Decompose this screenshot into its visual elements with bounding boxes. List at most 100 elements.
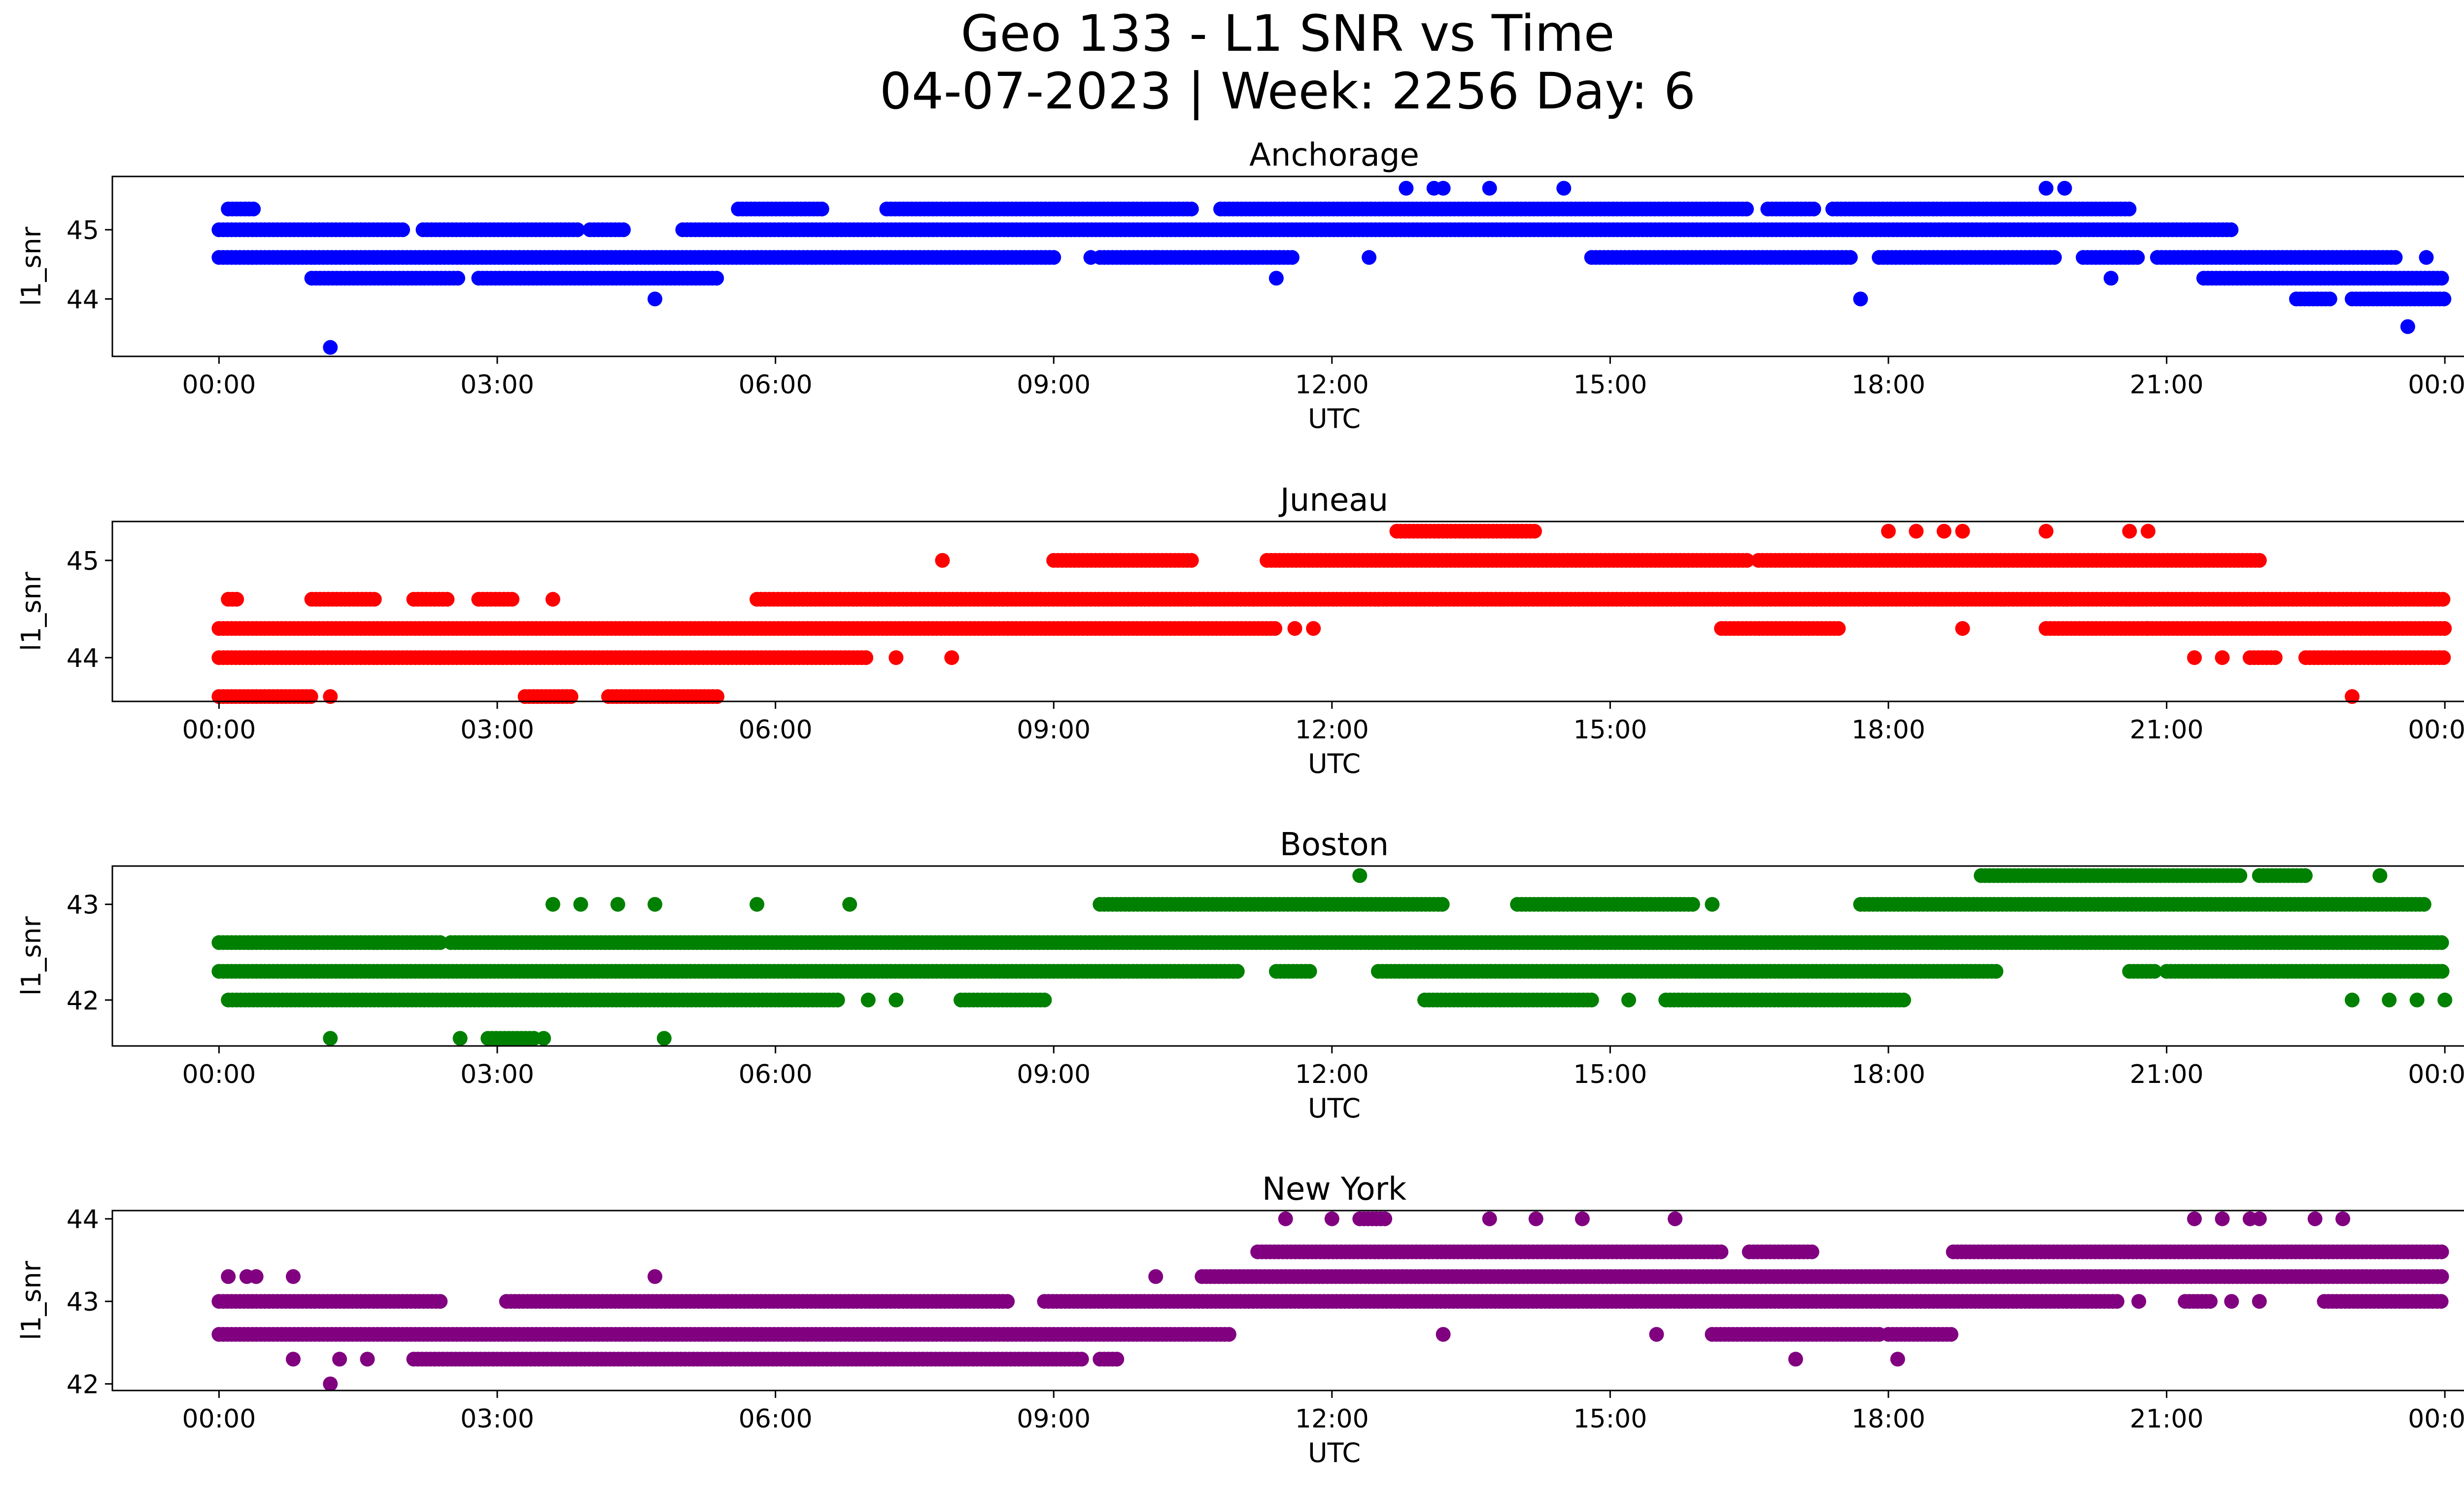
x-tick-label: 18:00 [1851,1060,1925,1089]
data-point [1306,621,1321,636]
data-point [2437,621,2452,636]
data-point [1046,250,1061,265]
data-point [323,689,338,704]
x-tick-label: 18:00 [1851,715,1925,745]
x-tick-label: 03:00 [460,370,534,400]
data-point [1435,897,1450,912]
data-point [2103,271,2119,286]
data-point [1482,180,1497,196]
data-point [1740,553,1754,568]
data-point [1362,250,1377,265]
data-points [211,523,2452,704]
data-point [648,897,662,912]
x-tick-label: 12:00 [1295,370,1369,400]
data-point [450,271,465,286]
data-point [1148,250,1164,265]
data-point [2434,964,2450,979]
data-point [1936,523,1951,539]
data-point [830,992,845,1008]
subplot-title: New York [1262,1171,1406,1208]
x-tick-label: 00:00 [182,715,256,745]
data-point [2419,250,2434,265]
subplot-title: Boston [1280,827,1389,863]
data-point [2147,964,2162,979]
data-point [1184,553,1199,568]
axes-frame [111,175,2464,357]
data-point [944,650,959,665]
data-point [303,689,318,704]
data-point [2416,897,2431,912]
data-point [2437,992,2453,1008]
axes-frame [111,865,2464,1047]
data-point [1268,271,1284,286]
x-tick-label: 03:00 [460,1060,534,1089]
data-point [2435,591,2451,607]
data-point [2322,291,2337,307]
data-point [2419,591,2434,607]
data-points [211,1211,2449,1391]
data-point [1853,291,1868,307]
data-point [1302,964,1317,979]
data-point [1944,1327,1958,1342]
data-point [1621,992,1636,1008]
x-axis-label: UTC [1308,403,1361,434]
data-point [367,591,382,607]
x-tick-label: 09:00 [1017,715,1091,745]
data-point [1184,202,1199,216]
data-point [2057,180,2072,196]
y-axis-label: l1_snr [16,916,47,996]
data-point [545,897,560,912]
data-point [842,897,857,912]
data-point [656,1031,672,1046]
x-tick-label: 09:00 [1017,1060,1091,1089]
data-point [1267,621,1283,636]
data-point [2122,202,2137,216]
data-point [2267,650,2283,665]
data-points [211,180,2452,355]
subplot-title: Anchorage [1249,137,1419,174]
data-point [433,1294,448,1309]
data-point [1399,180,1414,196]
data-point [2436,291,2452,307]
x-tick-label: 00:00 [182,370,256,400]
data-point [1988,964,2004,979]
y-tick-label: 45 [67,216,99,245]
y-tick-label: 43 [67,891,99,920]
x-tick-label: 00:00 [182,1060,256,1089]
data-point [610,897,625,912]
data-point [889,992,904,1008]
data-point [323,340,338,355]
data-point [1527,523,1542,539]
data-point [2252,553,2267,568]
data-point [2047,250,2062,265]
data-point [2297,868,2313,883]
data-point [2187,650,2202,665]
data-point [2436,650,2451,665]
x-tick-label: 21:00 [2130,370,2204,400]
data-point [563,689,579,704]
data-point [2122,523,2137,539]
data-point [2232,868,2248,883]
data-point [1230,964,1245,979]
data-point [2224,222,2239,238]
data-point [323,1031,338,1046]
data-point [246,202,261,216]
x-tick-label: 09:00 [1017,370,1091,400]
data-point [2409,992,2425,1008]
x-tick-label: 06:00 [739,370,813,400]
data-points [211,868,2453,1046]
data-point [935,553,950,568]
x-tick-label: 15:00 [1573,715,1647,745]
axes-frame [111,521,2464,702]
data-point [452,1031,468,1046]
data-point [2372,868,2388,883]
x-axis-label: UTC [1308,1093,1361,1124]
data-point [2382,992,2397,1008]
data-point [2215,650,2230,665]
y-tick-label: 45 [67,547,99,576]
data-point [1896,992,1911,1008]
